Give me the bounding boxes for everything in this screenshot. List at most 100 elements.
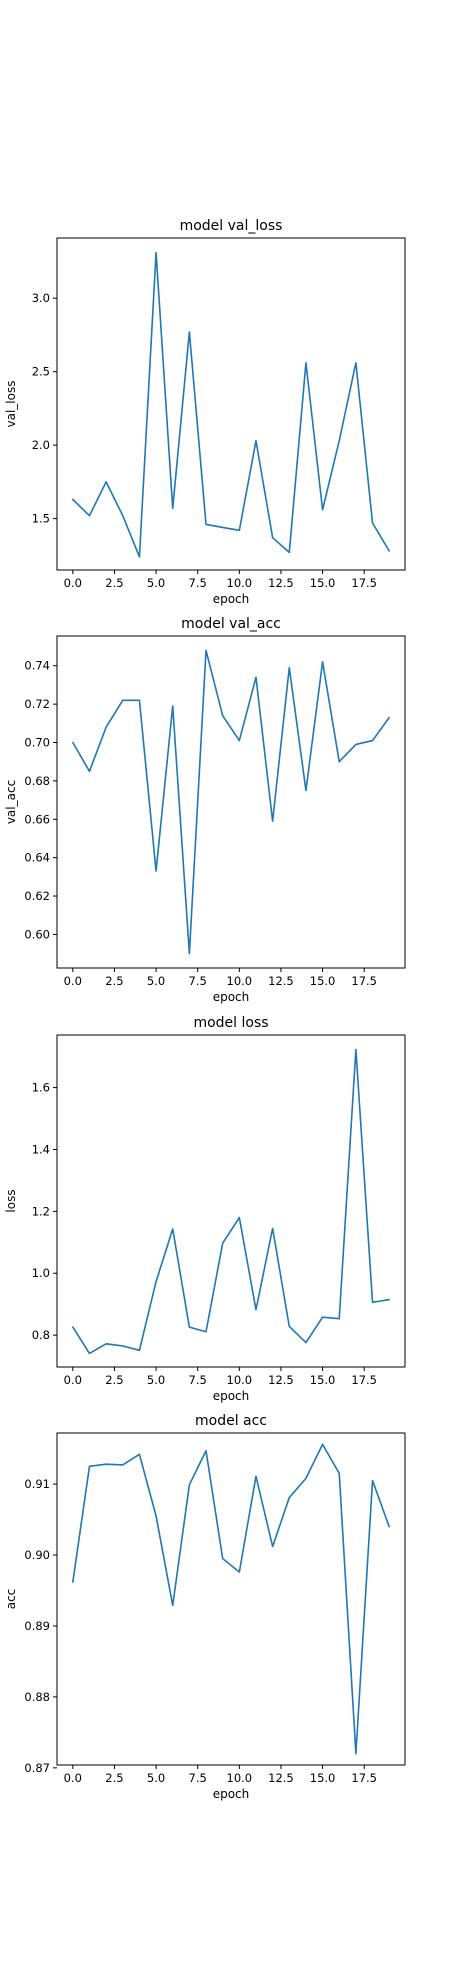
- y-axis-label: loss: [4, 1189, 18, 1212]
- data-point: [255, 1309, 257, 1311]
- data-point: [88, 1465, 90, 1467]
- y-tick-label: 0.87: [24, 1761, 50, 1775]
- data-point: [321, 1443, 323, 1445]
- series-line: [72, 1443, 390, 1755]
- x-tick-label: 5.0: [147, 1771, 165, 1785]
- data-point: [138, 1453, 140, 1455]
- data-point: [188, 952, 190, 954]
- data-point: [172, 1604, 174, 1606]
- data-point: [388, 550, 390, 552]
- y-tick-label: 3.0: [32, 291, 50, 305]
- data-point: [338, 760, 340, 762]
- data-point: [188, 1484, 190, 1486]
- data-point: [238, 739, 240, 741]
- series-line: [72, 1048, 390, 1355]
- data-point: [188, 331, 190, 333]
- data-point: [155, 251, 157, 253]
- y-tick-label: 0.72: [24, 697, 50, 711]
- data-point: [305, 1341, 307, 1343]
- y-tick-label: 0.66: [24, 812, 50, 826]
- data-point: [172, 705, 174, 707]
- data-point: [321, 1316, 323, 1318]
- x-tick-label: 5.0: [147, 576, 165, 590]
- data-point: [72, 1326, 74, 1328]
- y-axis-label: val_acc: [4, 780, 18, 824]
- data-point: [105, 481, 107, 483]
- x-tick-label: 17.5: [351, 1373, 377, 1387]
- plot-frame: [56, 1034, 406, 1368]
- data-point: [238, 1571, 240, 1573]
- y-tick-label: 1.5: [32, 512, 50, 526]
- x-axis-label: epoch: [213, 592, 250, 606]
- chart-0: model val_loss 0.0 2.5 5.0 7.5 10.0 12.5 15.0 17…: [4, 218, 406, 606]
- x-tick-label: 10.0: [227, 576, 253, 590]
- y-axis-label: val_loss: [4, 381, 18, 428]
- y-tick-label: 0.8: [32, 1328, 50, 1342]
- x-tick-label: 12.5: [268, 1771, 294, 1785]
- data-point: [355, 1048, 357, 1050]
- data-point: [271, 536, 273, 538]
- data-point: [138, 1349, 140, 1351]
- x-tick-label: 2.5: [105, 576, 123, 590]
- chart-title: model acc: [195, 1413, 267, 1429]
- y-tick-label: 0.70: [24, 736, 50, 750]
- x-axis-label: epoch: [213, 990, 250, 1004]
- x-tick-label: 17.5: [351, 974, 377, 988]
- y-tick-label: 0.60: [24, 927, 50, 941]
- data-point: [321, 509, 323, 511]
- data-point: [105, 1343, 107, 1345]
- data-point: [388, 1525, 390, 1527]
- series-line: [72, 251, 390, 558]
- data-point: [255, 440, 257, 442]
- data-point: [288, 666, 290, 668]
- data-point: [255, 676, 257, 678]
- x-tick-label: 2.5: [105, 1373, 123, 1387]
- x-tick-label: 10.0: [227, 974, 253, 988]
- y-tick-label: 0.89: [24, 1619, 50, 1633]
- x-tick-label: 0.0: [64, 974, 82, 988]
- x-tick-label: 2.5: [105, 974, 123, 988]
- data-point: [122, 514, 124, 516]
- data-point: [288, 551, 290, 553]
- data-point: [122, 1464, 124, 1466]
- plot-frame: [56, 237, 406, 571]
- x-tick-label: 12.5: [268, 576, 294, 590]
- y-tick-label: 2.0: [32, 438, 50, 452]
- data-point: [338, 440, 340, 442]
- data-point: [238, 529, 240, 531]
- x-tick-label: 7.5: [189, 974, 207, 988]
- data-point: [221, 1557, 223, 1559]
- y-tick-label: 0.62: [24, 889, 50, 903]
- data-point: [238, 1216, 240, 1218]
- data-point: [271, 1227, 273, 1229]
- x-tick-label: 15.0: [310, 1771, 336, 1785]
- data-point: [221, 526, 223, 528]
- data-point: [255, 1475, 257, 1477]
- data-point: [88, 1352, 90, 1354]
- x-tick-label: 0.0: [64, 1373, 82, 1387]
- x-tick-label: 17.5: [351, 1771, 377, 1785]
- data-point: [155, 1280, 157, 1282]
- x-tick-label: 7.5: [189, 1373, 207, 1387]
- y-axis-label: acc: [4, 1589, 18, 1610]
- data-point: [371, 739, 373, 741]
- data-point: [271, 820, 273, 822]
- data-point: [138, 699, 140, 701]
- x-tick-label: 0.0: [64, 1771, 82, 1785]
- x-tick-label: 5.0: [147, 974, 165, 988]
- y-tick-label: 0.88: [24, 1690, 50, 1704]
- data-point: [305, 1477, 307, 1479]
- data-point: [88, 514, 90, 516]
- x-tick-label: 15.0: [310, 974, 336, 988]
- chart-3: model acc 0.0 2.5 5.0 7.5 10.0 12.5 15.0 17.5 0.8…: [4, 1413, 406, 1801]
- data-point: [172, 507, 174, 509]
- data-point: [72, 741, 74, 743]
- plot-frame: [56, 635, 406, 969]
- data-point: [321, 661, 323, 663]
- data-point: [172, 1228, 174, 1230]
- data-point: [371, 522, 373, 524]
- y-tick-label: 1.0: [32, 1266, 50, 1280]
- data-point: [355, 743, 357, 745]
- x-tick-label: 0.0: [64, 576, 82, 590]
- data-point: [122, 1345, 124, 1347]
